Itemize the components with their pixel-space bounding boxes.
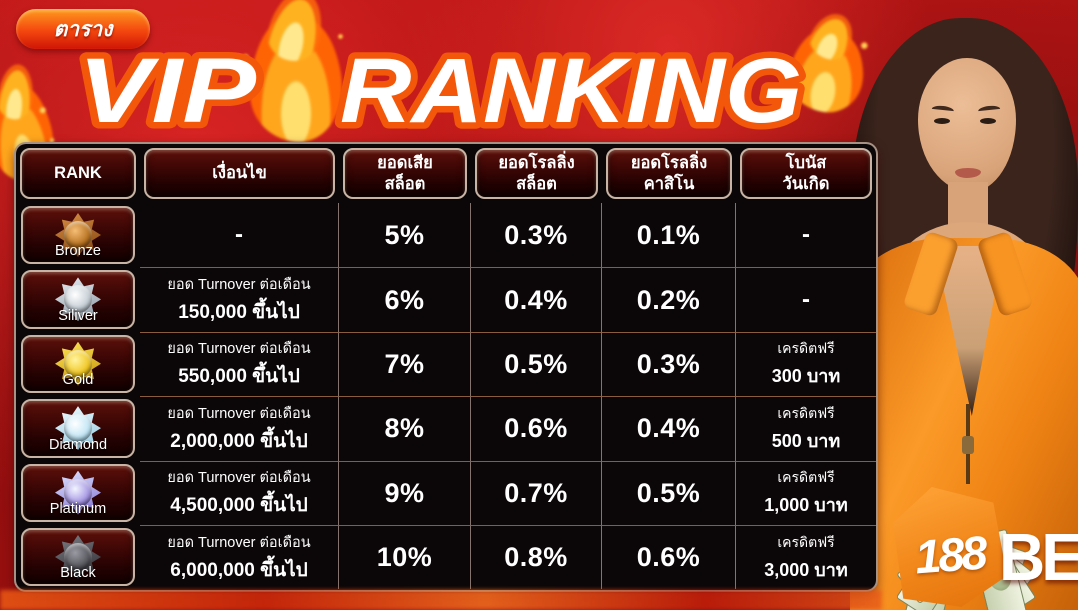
slot-loss-cell: 10% [339, 524, 471, 590]
birthday-bonus-cell: เครดิตฟรี 1,000 บาท [736, 460, 876, 525]
table-badge: ตาราง [16, 9, 150, 49]
birthday-bonus-cell: เครดิตฟรี 3,000 บาท [736, 524, 876, 589]
slot-rolling-cell: 0.5% [471, 331, 602, 397]
silver-medal-icon [55, 277, 101, 321]
jacket-zipper-pull [962, 436, 974, 454]
slot-rolling-cell: 0.6% [471, 396, 602, 461]
slot-rolling-cell: 0.7% [471, 460, 602, 525]
diamond-medal-icon [55, 406, 101, 450]
gold-medal-icon [55, 342, 101, 386]
birthday-bonus-cell: - [736, 267, 876, 331]
rank-cell-platinum: Platinum [21, 463, 135, 522]
rank-cell-gold: Gold [21, 334, 135, 394]
condition-cell: ยอด Turnover ต่อเดือน 6,000,000 ขึ้นไป [140, 524, 339, 590]
casino-rolling-cell: 0.5% [602, 460, 736, 525]
rank-label: Siliver [58, 307, 98, 324]
condition-cell: ยอด Turnover ต่อเดือน 550,000 ขึ้นไป [140, 331, 339, 397]
slot-rolling-cell: 0.3% [471, 203, 602, 268]
188bet-logo[interactable]: 188 [893, 487, 1007, 607]
promo-model-image [850, 0, 1078, 610]
logo-number: 188 [913, 525, 987, 583]
condition-cell: - [140, 203, 339, 268]
page-title: VIP RANKING [72, 34, 809, 145]
title-ranking: RANKING [340, 40, 802, 142]
slot-rolling-cell: 0.4% [471, 267, 602, 332]
column-header-rank: RANK [20, 148, 136, 199]
platinum-medal-icon [55, 471, 101, 515]
slot-loss-cell: 7% [339, 331, 471, 397]
rank-label: Diamond [48, 436, 108, 453]
vip-ranking-table: RANK เงื่อนไข ยอดเสีย สล็อต ยอดโรลลิ่ง ส… [14, 142, 878, 592]
rank-cell-black: Black [21, 527, 135, 587]
birthday-bonus-cell: เครดิตฟรี 500 บาท [736, 396, 876, 460]
casino-rolling-cell: 0.4% [602, 396, 736, 461]
logo-bet-text: BET [999, 519, 1078, 595]
title-vip: VIP [78, 40, 257, 142]
casino-rolling-cell: 0.1% [602, 203, 736, 268]
rank-cell-diamond: Diamond [21, 399, 135, 458]
slot-loss-cell: 6% [339, 267, 471, 332]
slot-rolling-cell: 0.8% [471, 524, 602, 590]
fire-flame-icon [242, 0, 343, 142]
badge-label: ตาราง [53, 17, 113, 41]
condition-cell: ยอด Turnover ต่อเดือน 2,000,000 ขึ้นไป [140, 396, 339, 461]
rank-label: Gold [62, 372, 94, 389]
bottom-fire-glow [0, 590, 882, 610]
slot-loss-cell: 9% [339, 460, 471, 525]
column-header-slot-rolling: ยอดโรลลิ่ง สล็อต [475, 148, 598, 199]
rank-label: Bronze [55, 243, 101, 260]
model-lips [955, 168, 981, 178]
casino-rolling-cell: 0.6% [602, 524, 736, 590]
rank-cell-bronze: Bronze [21, 206, 135, 265]
slot-loss-cell: 5% [339, 203, 471, 268]
bronze-medal-icon [55, 213, 101, 257]
birthday-bonus-cell: เครดิตฟรี 300 บาท [736, 331, 876, 396]
rank-label: Platinum [49, 500, 107, 517]
rank-label: Black [60, 565, 96, 582]
slot-loss-cell: 8% [339, 396, 471, 461]
condition-cell: ยอด Turnover ต่อเดือน 150,000 ขึ้นไป [140, 267, 339, 332]
casino-rolling-cell: 0.2% [602, 267, 736, 332]
black-medal-icon [55, 535, 101, 579]
birthday-bonus-cell: - [802, 221, 810, 249]
model-eye [934, 118, 950, 124]
casino-rolling-cell: 0.3% [602, 331, 736, 397]
rank-cell-silver: Siliver [21, 270, 135, 329]
condition-cell: ยอด Turnover ต่อเดือน 4,500,000 ขึ้นไป [140, 460, 339, 525]
column-header-casino-rolling: ยอดโรลลิ่ง คาสิโน [606, 148, 732, 199]
column-header-birthday-bonus: โบนัส วันเกิด [740, 148, 872, 199]
model-eye [980, 118, 996, 124]
column-header-condition: เงื่อนไข [144, 148, 335, 199]
column-header-slot-loss: ยอดเสีย สล็อต [343, 148, 467, 199]
